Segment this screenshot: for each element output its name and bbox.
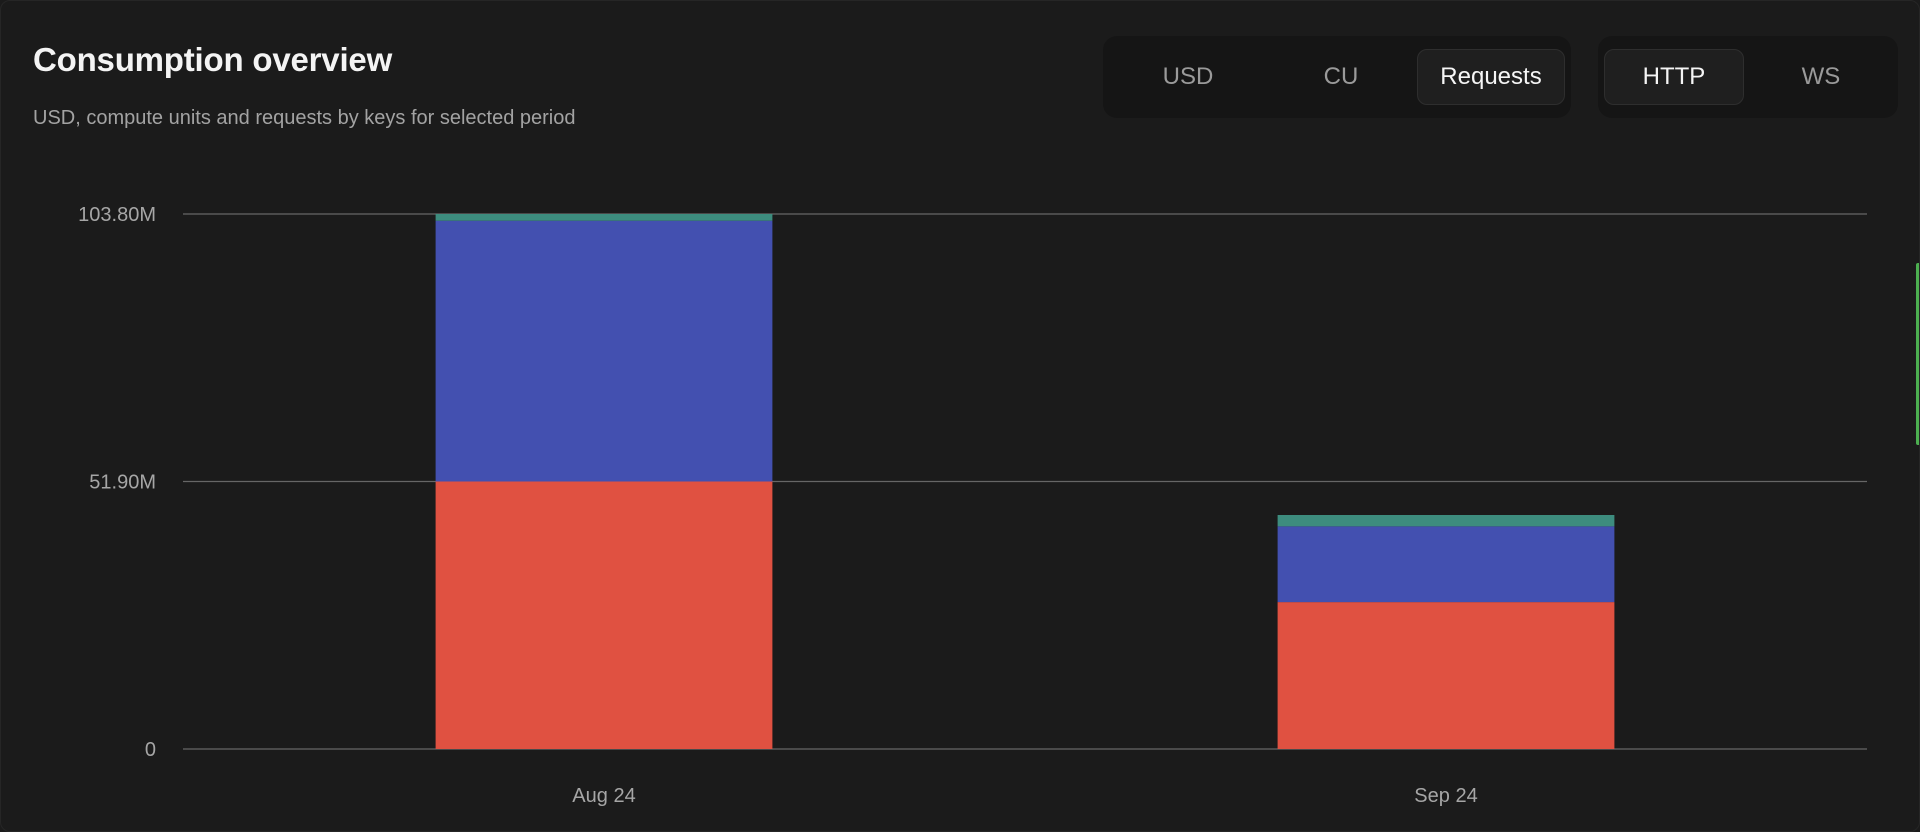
page-title: Consumption overview [33, 41, 393, 78]
bar-segment-aug-24-series-2[interactable] [435, 220, 773, 482]
tab-requests[interactable]: Requests [1417, 49, 1565, 105]
y-tick-label: 103.80M [78, 204, 156, 226]
bar-segment-sep-24-series-3[interactable] [1277, 515, 1615, 527]
y-tick-label: 0 [145, 739, 156, 761]
scroll-indicator[interactable] [1916, 263, 1919, 445]
tab-ws[interactable]: WS [1801, 63, 1841, 90]
y-tick-label: 51.90M [89, 472, 156, 494]
x-tick-label: Sep 24 [1414, 785, 1477, 807]
tab-usd[interactable]: USD [1162, 63, 1214, 90]
bar-segment-sep-24-series-2[interactable] [1277, 526, 1615, 603]
page-subtitle: USD, compute units and requests by keys … [33, 107, 576, 129]
bar-segment-sep-24-series-1[interactable] [1277, 602, 1615, 749]
tab-http[interactable]: HTTP [1604, 49, 1744, 105]
tab-cu[interactable]: CU [1323, 63, 1359, 90]
protocol-selector: HTTP WS [1598, 36, 1898, 118]
bar-segment-aug-24-series-1[interactable] [435, 481, 773, 750]
bar-segment-aug-24-series-3[interactable] [435, 214, 773, 221]
metric-selector: USD CU Requests [1103, 36, 1571, 118]
x-tick-label: Aug 24 [572, 785, 635, 807]
